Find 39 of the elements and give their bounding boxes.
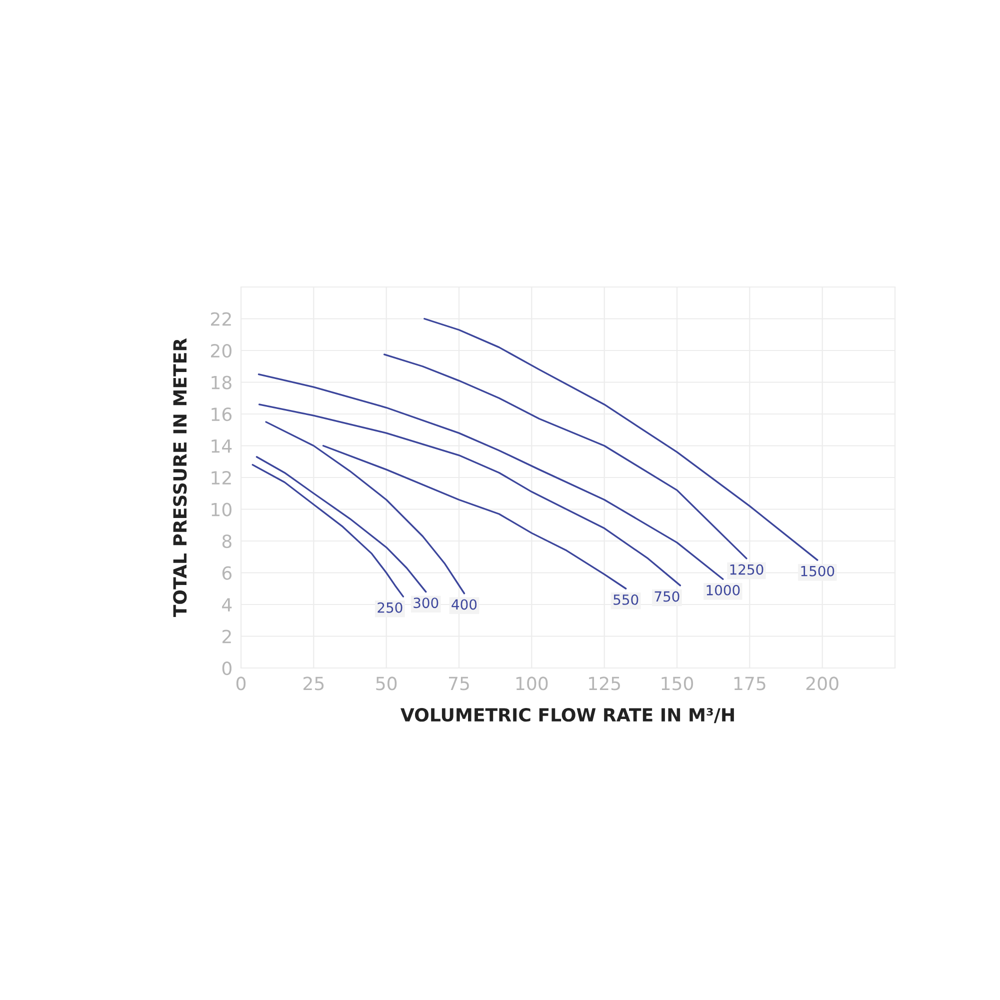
line-series (424, 318, 818, 561)
y-tick-label: 2 (222, 630, 231, 644)
series-label: 1250 (730, 564, 764, 575)
line-series (258, 404, 682, 586)
y-tick-label: 14 (212, 439, 232, 453)
line-series (252, 464, 404, 598)
x-tick-label: 50 (376, 676, 397, 690)
x-axis-title: VOLUMETRIC FLOW RATE IN M³/H (400, 708, 734, 724)
y-tick-label: 20 (211, 344, 232, 358)
x-tick-label: 100 (516, 676, 548, 690)
line-series (322, 444, 627, 590)
line-series (256, 456, 427, 593)
line-series (258, 373, 724, 580)
x-tick-label: 175 (734, 676, 766, 690)
x-tick-label: 125 (589, 676, 620, 690)
x-tick-label: 0 (236, 676, 246, 690)
series-label: 1000 (706, 584, 740, 596)
series-label: 250 (378, 602, 402, 613)
line-series (265, 421, 466, 594)
x-tick-label: 200 (806, 676, 838, 690)
series-label: 1500 (801, 566, 834, 576)
y-tick-label: 6 (222, 566, 232, 580)
y-tick-label: 8 (222, 534, 232, 548)
x-tick-label: 25 (304, 676, 324, 690)
line-series (383, 354, 748, 560)
series-label: 400 (452, 599, 477, 610)
y-axis-title: TOTAL PRESSURE IN METER (173, 338, 187, 617)
y-tick-label: 22 (211, 312, 231, 326)
y-tick-label: 12 (212, 470, 231, 484)
y-tick-label: 4 (222, 598, 232, 612)
y-tick-label: 18 (212, 376, 232, 390)
y-tick-label: 16 (212, 407, 232, 422)
y-tick-label: 10 (212, 502, 232, 516)
x-tick-label: 75 (448, 676, 469, 690)
y-tick-label: 0 (222, 661, 232, 676)
series-label: 300 (414, 598, 438, 608)
x-tick-label: 150 (662, 676, 694, 690)
series-label: 750 (654, 591, 680, 602)
series-label: 550 (614, 594, 638, 605)
